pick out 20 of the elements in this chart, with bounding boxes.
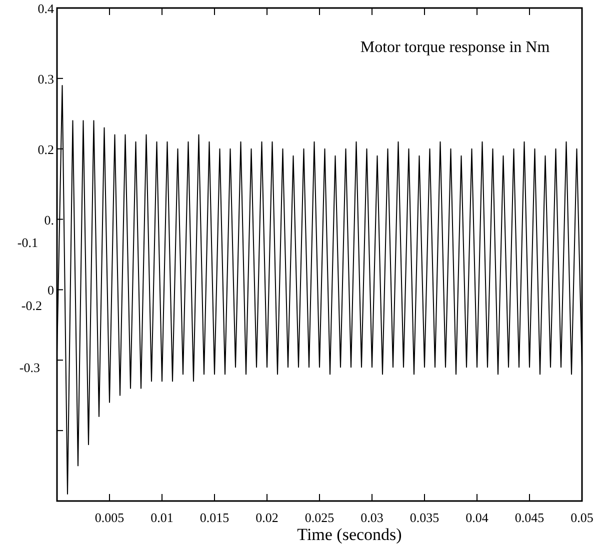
x-tick-label: 0.02 [256, 510, 278, 525]
text: -0.2 [21, 298, 42, 313]
x-tick-label: 0.005 [94, 510, 124, 525]
x-tick-label: 0.01 [150, 510, 174, 525]
text: -0.1 [17, 235, 38, 250]
x-axis-title: Time (seconds) [297, 525, 402, 544]
x-tick-label: 0.05 [570, 510, 594, 525]
y-tick-label: 0.2 [38, 142, 54, 157]
x-tick-label: 0.03 [360, 510, 384, 525]
y-tick-label: 0.3 [38, 71, 54, 86]
x-tick-label: 0.035 [410, 510, 440, 525]
x-tick-label: 0.04 [466, 510, 489, 525]
x-tick-label: 0.025 [304, 510, 334, 525]
text: Motor torque response in Nm [360, 39, 550, 56]
y-tick-label: 0.4 [38, 1, 54, 16]
y-tick-label: 0. [44, 212, 54, 228]
x-tick-label: 0.045 [514, 510, 544, 525]
y-tick-label: 0 [48, 282, 54, 298]
text: -0.3 [19, 360, 40, 375]
x-tick-label: 0.015 [200, 510, 230, 525]
